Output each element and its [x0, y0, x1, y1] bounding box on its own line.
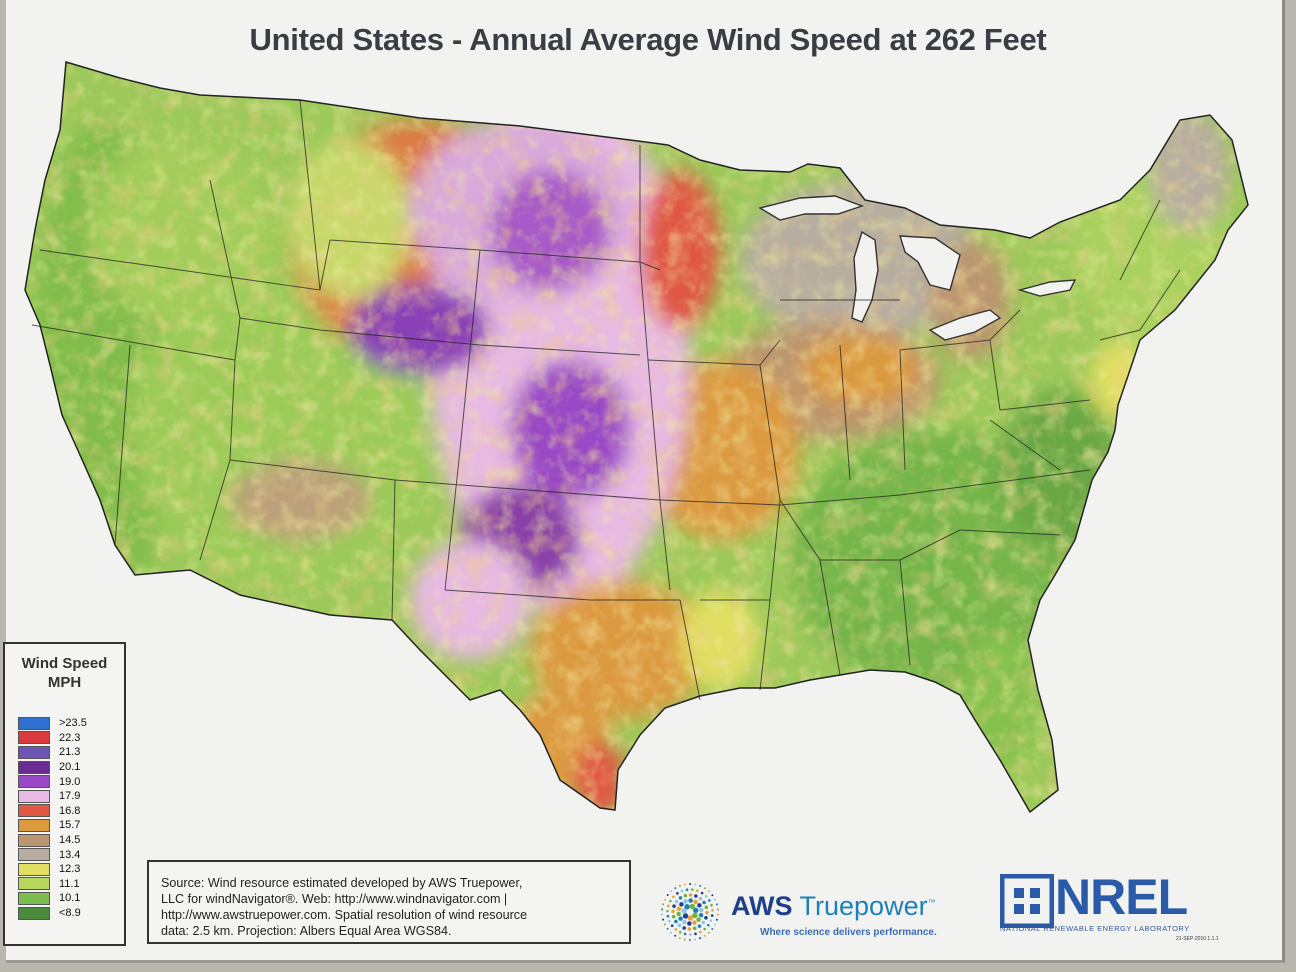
wind-speed-legend: Wind Speed MPH >23.5 22.3 21.3 20.1 19.0 17.9… — [3, 642, 126, 946]
legend-item: 16.8 — [18, 804, 87, 819]
legend-item: >23.5 — [18, 716, 87, 731]
legend-item: 13.4 — [18, 847, 87, 862]
legend-item: 11.1 — [18, 877, 87, 892]
aws-dots-icon — [661, 883, 719, 941]
legend-unit: MPH — [47, 674, 82, 691]
nrel-tagline: NATIONAL RENEWABLE ENERGY LABORATORY — [1000, 924, 1190, 933]
legend-swatch — [18, 775, 50, 789]
legend-label: 10.1 — [59, 892, 81, 905]
us-outline — [24, 61, 1249, 814]
nrel-name: NREL — [1055, 869, 1188, 925]
state-boundaries — [31, 99, 1181, 701]
legend-swatch — [18, 760, 50, 774]
legend-items: >23.5 22.3 21.3 20.1 19.0 17.9 16.8 15.7 14.5 13.… — [18, 716, 87, 920]
source-line: http://www.awstruepower.com. Spatial res… — [161, 908, 528, 922]
legend-label: 17.9 — [59, 790, 81, 803]
legend-swatch — [18, 833, 50, 847]
source-note: Source: Wind resource estimated develope… — [147, 860, 631, 944]
legend-swatch — [18, 862, 50, 876]
aws-truepower-logo: AWS Truepower™ Where science delivers pe… — [658, 880, 988, 950]
map-title: United States - Annual Average Wind Spee… — [249, 22, 1047, 57]
legend-item: 12.3 — [18, 862, 87, 877]
legend-label: 20.1 — [59, 761, 81, 774]
aws-name: AWS Truepower™ — [731, 891, 936, 921]
legend-item: 22.3 — [18, 731, 87, 746]
legend-label: 14.5 — [59, 834, 81, 847]
legend-item: 17.9 — [18, 789, 87, 804]
legend-item: 20.1 — [18, 760, 87, 775]
legend-item: 10.1 — [18, 891, 87, 906]
legend-swatch — [18, 716, 50, 730]
legend-label: 21.3 — [59, 746, 81, 759]
nrel-logo: NREL NATIONAL RENEWABLE ENERGY LABORATOR… — [1000, 868, 1240, 948]
nrel-date: 21-SEP-2010 1.1.1 — [1176, 936, 1219, 942]
legend-title: Wind Speed — [21, 655, 108, 672]
legend-item: 14.5 — [18, 833, 87, 848]
aws-tagline: Where science delivers performance. — [760, 927, 937, 938]
legend-label: <8.9 — [59, 907, 81, 920]
legend-item: 15.7 — [18, 818, 87, 833]
legend-swatch — [18, 804, 50, 818]
legend-swatch — [18, 848, 50, 862]
source-line: LLC for windNavigator®. Web: http://www.… — [161, 892, 508, 906]
legend-label: >23.5 — [59, 717, 87, 730]
legend-swatch — [18, 789, 50, 803]
legend-label: 22.3 — [59, 731, 81, 744]
legend-swatch — [18, 731, 50, 745]
legend-item: <8.9 — [18, 906, 87, 921]
source-line: data: 2.5 km. Projection: Albers Equal A… — [161, 924, 452, 938]
legend-label: 11.1 — [59, 877, 80, 890]
legend-swatch — [18, 891, 50, 905]
legend-swatch — [18, 877, 50, 891]
legend-label: 13.4 — [59, 848, 81, 861]
legend-label: 15.7 — [59, 819, 81, 832]
legend-label: 12.3 — [59, 863, 81, 876]
legend-item: 19.0 — [18, 774, 87, 789]
legend-swatch — [18, 818, 50, 832]
legend-swatch — [18, 906, 50, 920]
legend-label: 19.0 — [59, 775, 81, 788]
legend-label: 16.8 — [59, 804, 81, 817]
nrel-grid-icon — [1000, 874, 1054, 928]
source-line: Source: Wind resource estimated develope… — [161, 876, 523, 890]
legend-item: 21.3 — [18, 745, 87, 760]
legend-swatch — [18, 745, 50, 759]
